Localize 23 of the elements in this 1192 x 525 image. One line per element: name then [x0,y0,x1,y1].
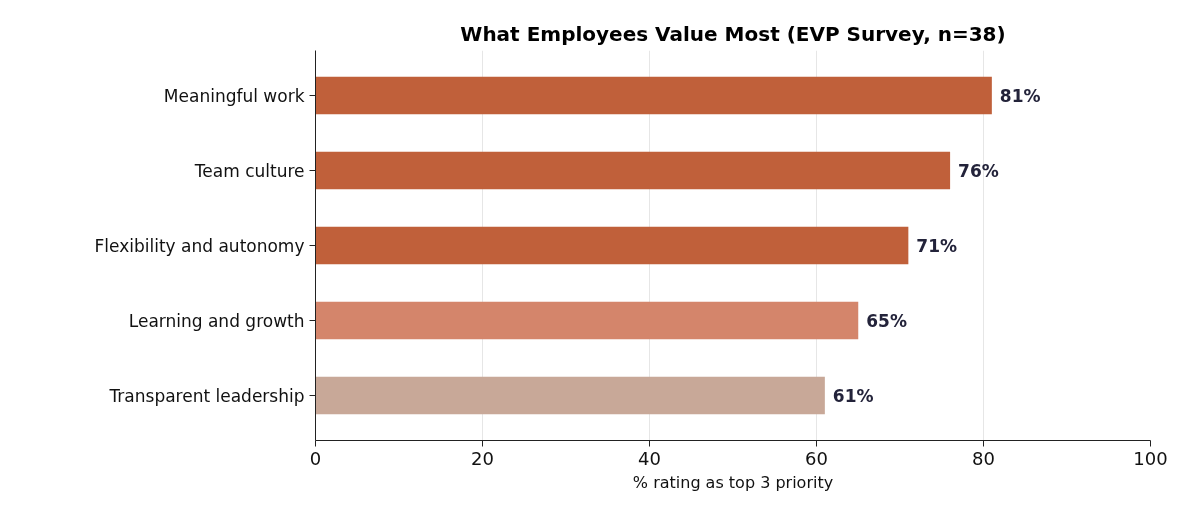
bar [315,76,992,115]
data-label: 71% [916,235,958,256]
y-tick-label: Learning and growth [128,310,305,331]
bar [315,301,859,340]
data-label: 76% [958,160,999,181]
x-tick-label: 40 [638,447,661,469]
bar [315,226,909,265]
bar [315,376,825,415]
data-label: 65% [866,310,907,331]
y-tick-label: Transparent leadership [108,385,305,406]
y-tick-label: Flexibility and autonomy [94,235,305,256]
x-tick-label: 60 [805,447,828,469]
chart-title: What Employees Value Most (EVP Survey, n=38) [460,21,1006,46]
data-label: 61% [832,385,874,406]
y-tick-label: Meaningful work [163,85,305,106]
x-tick-label: 0 [309,447,322,469]
x-tick-label: 80 [972,447,995,469]
x-axis-title: % rating as top 3 priority [632,472,834,492]
data-label: 81% [999,85,1041,106]
y-tick-label: Team culture [193,160,305,181]
x-tick-label: 100 [1133,447,1168,469]
x-tick-label: 20 [471,447,494,469]
bar [315,151,951,190]
